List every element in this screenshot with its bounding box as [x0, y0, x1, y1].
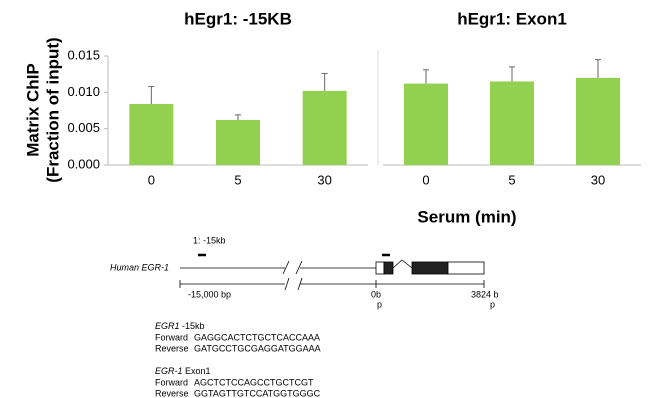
primer-seq: AGCTCTCCAGCCTGCTCGT	[194, 377, 314, 387]
x-tick-label: 5	[508, 172, 515, 187]
error-bar	[423, 69, 429, 84]
bar	[576, 77, 620, 165]
chart-title: hEgr1: Exon1	[457, 9, 567, 28]
region-label: 1: -15kb	[193, 235, 226, 245]
x-tick-label: 5	[234, 172, 241, 187]
primer-label: Forward	[155, 332, 188, 342]
gene-name: EGR-1	[155, 366, 183, 376]
gene-label: Human EGR-1	[110, 262, 169, 272]
target: -15kb	[180, 321, 205, 331]
error-bar	[148, 86, 155, 104]
utr-box	[375, 261, 385, 275]
bar	[404, 83, 448, 165]
error-bar	[595, 59, 601, 78]
scale-label: -15,000 bp	[188, 289, 231, 299]
primer-seq: GATGCCTGCGAGGATGGAAA	[194, 343, 321, 353]
x-tick-label: 0	[422, 172, 429, 187]
primer-label: Reverse	[155, 343, 189, 353]
bar	[216, 119, 260, 165]
scale-label: p	[377, 299, 382, 309]
y-tick-label: 0.000	[67, 156, 100, 171]
primer-name: EGR-1 Exon1	[155, 366, 211, 376]
exon-box	[383, 261, 394, 275]
y-tick-label: 0.015	[67, 47, 100, 62]
utr-box	[447, 261, 485, 275]
break	[282, 260, 290, 275]
error-bar	[235, 114, 241, 120]
target: Exon1	[183, 366, 211, 376]
break	[295, 260, 303, 275]
bar	[129, 103, 174, 165]
scale-label: p	[490, 299, 495, 309]
x-tick-label: 0	[148, 172, 155, 187]
exon-box	[411, 261, 449, 275]
intron	[392, 259, 413, 269]
scale-label: 0b	[371, 289, 381, 299]
y-tick-label: 0.005	[67, 120, 100, 135]
error-bar	[321, 72, 328, 91]
bar	[302, 90, 347, 165]
gene-name: EGR1	[155, 321, 180, 331]
y-tick-label: 0.010	[67, 84, 100, 99]
y-axis-label: Matrix ChIP	[23, 63, 42, 157]
scale-label: 3824 b	[471, 289, 499, 299]
gene-diagram	[179, 253, 485, 291]
error-bar	[509, 66, 515, 82]
y-axis-label: (Fraction of input)	[43, 37, 62, 182]
primer-name: EGR1 -15kb	[155, 321, 205, 331]
x-axis-label: Serum (min)	[417, 207, 516, 226]
x-tick-label: 30	[317, 172, 331, 187]
primer-label: Forward	[155, 377, 188, 387]
break	[284, 277, 290, 291]
bar	[490, 81, 534, 165]
primer-seq: GGTAGTTGTCCATGGTGGGC	[194, 388, 321, 398]
chart-title: hEgr1: -15KB	[184, 9, 292, 28]
break	[297, 277, 303, 291]
x-tick-label: 30	[591, 172, 605, 187]
primer-label: Reverse	[155, 388, 189, 398]
primer-seq: GAGGCACTCTGCTCACCAAA	[194, 332, 320, 342]
